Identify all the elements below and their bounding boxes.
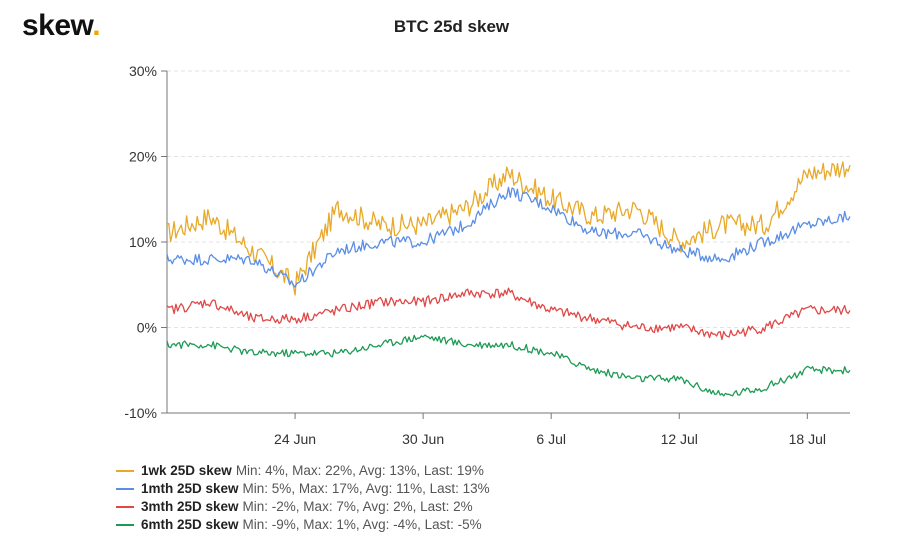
series-line-3 xyxy=(166,287,851,341)
x-tick-label: 24 Jun xyxy=(274,431,316,447)
legend-item[interactable]: 1mth 25D skew Min: 5%, Max: 17%, Avg: 11%… xyxy=(116,480,490,498)
legend-item[interactable]: 1wk 25D skew Min: 4%, Max: 22%, Avg: 13%,… xyxy=(116,462,490,480)
x-tick-label: 12 Jul xyxy=(661,431,698,447)
chart-title: BTC 25d skew xyxy=(393,17,510,36)
series-line-2 xyxy=(166,186,851,288)
legend-series-name: 1wk 25D skew xyxy=(141,463,232,478)
legend-swatch xyxy=(116,506,134,508)
legend-swatch xyxy=(116,488,134,490)
logo-text: skew xyxy=(22,9,93,42)
y-tick-label: 0% xyxy=(137,320,157,336)
x-tick-label: 18 Jul xyxy=(789,431,826,447)
legend-swatch xyxy=(116,524,134,526)
legend-series-stats: Min: -2%, Max: 7%, Avg: 2%, Last: 2% xyxy=(242,499,473,514)
legend-series-stats: Min: 5%, Max: 17%, Avg: 11%, Last: 13% xyxy=(242,481,490,496)
skew-logo: skew. xyxy=(22,9,101,43)
legend-series-name: 6mth 25D skew xyxy=(141,517,239,532)
y-tick-label: 20% xyxy=(129,149,157,165)
legend-series-name: 1mth 25D skew xyxy=(141,481,239,496)
y-tick-label: 30% xyxy=(129,63,157,79)
x-tick-label: 6 Jul xyxy=(536,431,566,447)
logo-dot: . xyxy=(92,9,101,42)
series-line-4 xyxy=(166,334,851,397)
legend-series-stats: Min: 4%, Max: 22%, Avg: 13%, Last: 19% xyxy=(235,463,484,478)
chart-legend: 1wk 25D skew Min: 4%, Max: 22%, Avg: 13%,… xyxy=(116,462,490,534)
legend-swatch xyxy=(116,470,134,472)
x-tick-label: 30 Jun xyxy=(402,431,444,447)
y-tick-label: 10% xyxy=(129,234,157,250)
series-line-1 xyxy=(166,161,851,296)
legend-series-stats: Min: -9%, Max: 1%, Avg: -4%, Last: -5% xyxy=(242,517,482,532)
y-tick-label: -10% xyxy=(124,405,157,421)
legend-item[interactable]: 6mth 25D skew Min: -9%, Max: 1%, Avg: -4%… xyxy=(116,516,490,534)
legend-item[interactable]: 3mth 25D skew Min: -2%, Max: 7%, Avg: 2%,… xyxy=(116,498,490,516)
legend-series-name: 3mth 25D skew xyxy=(141,499,239,514)
